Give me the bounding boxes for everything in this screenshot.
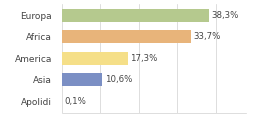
- Bar: [62, 9, 209, 22]
- Bar: [62, 73, 102, 86]
- Text: 38,3%: 38,3%: [211, 11, 239, 20]
- Text: 17,3%: 17,3%: [130, 54, 158, 63]
- Text: 0,1%: 0,1%: [64, 97, 86, 106]
- Text: 33,7%: 33,7%: [194, 32, 221, 41]
- Text: 10,6%: 10,6%: [105, 75, 132, 84]
- Bar: [62, 30, 191, 43]
- Bar: [62, 51, 128, 65]
